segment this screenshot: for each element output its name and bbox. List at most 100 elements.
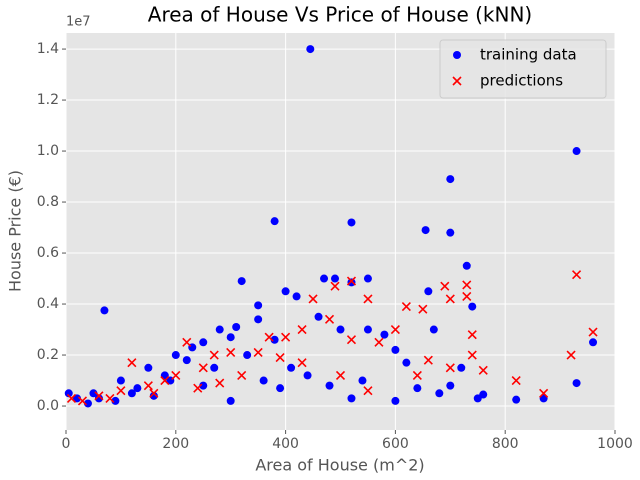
point xyxy=(588,327,598,337)
point xyxy=(160,375,170,386)
point xyxy=(149,391,158,400)
point xyxy=(478,365,488,375)
point xyxy=(363,274,372,283)
point xyxy=(401,302,411,312)
point xyxy=(182,356,191,365)
point xyxy=(462,291,472,301)
point xyxy=(297,324,307,335)
point xyxy=(566,350,576,360)
point xyxy=(111,396,120,405)
point xyxy=(435,389,444,398)
point xyxy=(467,330,477,340)
point xyxy=(324,314,335,324)
point xyxy=(297,358,307,368)
x-tick-label: 800 xyxy=(492,436,519,452)
point xyxy=(423,355,433,365)
plot-area xyxy=(66,33,615,430)
point xyxy=(363,294,373,304)
point xyxy=(89,389,98,398)
point xyxy=(243,351,252,360)
point xyxy=(127,358,137,368)
y-tick-label: 1.2 xyxy=(37,92,59,108)
x-tick-label: 200 xyxy=(162,436,189,452)
point xyxy=(346,335,357,345)
point xyxy=(391,396,400,405)
point xyxy=(72,394,81,403)
point xyxy=(445,363,455,373)
y-tick-label: 0.6 xyxy=(37,245,59,261)
point xyxy=(511,375,521,386)
point xyxy=(380,330,389,339)
point xyxy=(77,396,88,406)
x-tick-label: 1000 xyxy=(597,436,633,452)
point xyxy=(264,332,274,342)
point xyxy=(127,389,136,398)
point xyxy=(473,394,482,403)
point xyxy=(215,325,224,334)
point xyxy=(226,333,235,342)
point xyxy=(254,301,263,310)
y-tick-label: 0.0 xyxy=(37,398,59,414)
point xyxy=(391,345,400,354)
point xyxy=(198,363,208,373)
point xyxy=(440,281,450,291)
point xyxy=(270,217,279,226)
point xyxy=(292,292,301,301)
point xyxy=(412,370,422,381)
legend-label: predictions xyxy=(480,72,563,90)
point xyxy=(413,384,422,393)
point xyxy=(429,325,438,334)
point xyxy=(468,302,477,311)
point xyxy=(66,393,77,403)
point xyxy=(276,384,285,393)
point xyxy=(199,338,208,347)
point xyxy=(358,376,367,385)
x-tick-label: 600 xyxy=(382,436,409,452)
legend-marker xyxy=(453,51,461,59)
point xyxy=(336,325,345,334)
point xyxy=(237,277,246,286)
point xyxy=(303,371,312,380)
point xyxy=(512,395,521,404)
point xyxy=(467,350,477,360)
x-tick-label: 0 xyxy=(62,436,71,452)
point xyxy=(331,274,340,283)
point xyxy=(226,396,235,405)
point xyxy=(374,337,384,347)
point xyxy=(100,306,109,315)
point xyxy=(83,399,92,408)
point xyxy=(94,391,104,401)
point xyxy=(215,378,225,388)
x-tick-label: 400 xyxy=(272,436,299,452)
legend-label: training data xyxy=(480,46,577,64)
point xyxy=(64,389,73,398)
point xyxy=(418,304,428,314)
y-tick-label: 0.8 xyxy=(37,194,59,210)
point xyxy=(308,294,318,304)
point xyxy=(116,386,126,396)
point xyxy=(275,353,285,363)
point xyxy=(462,261,471,270)
point xyxy=(390,324,400,335)
point xyxy=(572,270,582,280)
point xyxy=(143,381,153,391)
point xyxy=(171,370,181,381)
point xyxy=(421,226,430,235)
point xyxy=(363,325,372,334)
point xyxy=(116,376,125,385)
point xyxy=(270,335,279,344)
point xyxy=(314,312,323,321)
point xyxy=(347,218,356,227)
y-axis-label: House Price (€) xyxy=(6,170,25,292)
y-tick-label: 1.4 xyxy=(37,41,59,57)
point xyxy=(572,379,581,388)
point xyxy=(259,376,268,385)
point xyxy=(133,384,142,393)
point xyxy=(94,394,103,403)
point xyxy=(226,347,236,358)
point xyxy=(281,287,290,296)
point xyxy=(346,276,357,286)
point xyxy=(457,363,466,372)
y-tick-label: 0.2 xyxy=(37,347,59,363)
